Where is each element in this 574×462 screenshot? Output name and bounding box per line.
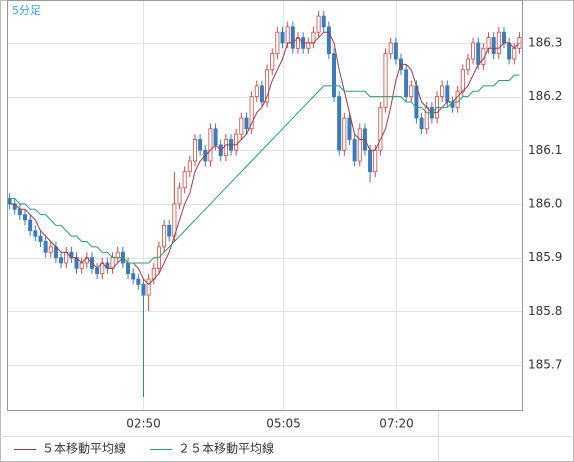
candle-body: [507, 42, 512, 60]
candle-body: [223, 139, 228, 157]
candle-body: [409, 85, 414, 97]
y-tick-label: 185.9: [528, 250, 562, 264]
candle-body: [23, 214, 28, 221]
candle-body: [347, 117, 352, 140]
x-tick-label: 05:05: [266, 417, 301, 431]
candle-body: [378, 106, 383, 151]
candle-body: [79, 262, 84, 269]
candle-body: [368, 149, 373, 173]
candle-body: [167, 224, 172, 237]
candle-body: [383, 53, 388, 108]
candle-body: [213, 128, 218, 146]
candle-body: [316, 15, 321, 33]
candle-body: [465, 58, 470, 71]
candle-body: [471, 42, 476, 60]
candle-body: [192, 139, 197, 162]
moving-average-line: [9, 31, 520, 286]
candle-body: [332, 53, 337, 97]
candle-body: [424, 106, 429, 130]
candle-body: [59, 257, 64, 264]
candle-body: [321, 15, 326, 28]
candle-body: [270, 53, 275, 71]
candle-body: [131, 273, 136, 280]
candle-body: [306, 42, 311, 49]
moving-average-line: [9, 74, 520, 264]
candle-body: [177, 187, 182, 205]
chart-title: 5分足: [12, 4, 41, 17]
candle-body: [393, 42, 398, 60]
candle-body: [280, 31, 285, 44]
candle-body: [244, 117, 249, 130]
candle-body: [440, 85, 445, 97]
candle-body: [388, 42, 393, 55]
candle-body: [38, 235, 43, 242]
candle-body: [501, 31, 506, 44]
candle-body: [136, 278, 141, 285]
candle-body: [326, 26, 331, 55]
candle-body: [357, 128, 362, 162]
y-tick-label: 186.3: [528, 35, 562, 49]
y-tick-label: 186.0: [528, 196, 562, 210]
candle-body: [460, 69, 465, 92]
candle-body: [455, 90, 460, 108]
candle-body: [198, 139, 203, 151]
candle-body: [491, 37, 496, 55]
y-tick-label: 185.8: [528, 304, 562, 318]
candle-body: [275, 31, 280, 55]
candle-body: [476, 42, 481, 65]
candle-body: [234, 133, 239, 151]
candle-body: [445, 85, 450, 103]
candle-body: [141, 284, 146, 296]
candle-body: [28, 219, 33, 232]
candle-body: [187, 160, 192, 173]
candle-body: [285, 26, 290, 44]
candle-body: [33, 230, 38, 237]
y-tick-label: 186.2: [528, 89, 562, 103]
candle-body: [259, 85, 264, 103]
candle-body: [496, 31, 501, 55]
x-tick-label: 02:50: [126, 417, 161, 431]
candle-body: [337, 96, 342, 151]
candle-body: [239, 117, 244, 135]
candle-body: [17, 208, 22, 216]
candle-body: [404, 69, 409, 97]
plot-frame: [7, 0, 523, 411]
candle-body: [342, 117, 347, 151]
candle-body: [265, 69, 270, 103]
candle-body: [7, 198, 12, 205]
candle-body: [249, 96, 254, 130]
candle-body: [126, 262, 131, 275]
y-tick-label: 185.7: [528, 357, 562, 371]
candle-body: [290, 26, 295, 49]
candle-body: [486, 37, 491, 49]
candle-body: [373, 149, 378, 173]
candle-body: [48, 246, 53, 253]
legend-label: ２５本移動平均線: [178, 441, 274, 456]
legend-label: ５本移動平均線: [42, 441, 126, 456]
x-tick-label: 07:20: [379, 417, 414, 431]
y-tick-label: 186.1: [528, 143, 562, 157]
candle-body: [95, 267, 100, 275]
candle-body: [419, 117, 424, 130]
marks: [7, 10, 522, 398]
candle-body: [512, 47, 517, 60]
candle-body: [43, 241, 48, 253]
candle-body: [352, 139, 357, 162]
candle-body: [162, 224, 167, 248]
candle-body: [208, 128, 213, 162]
candle-body: [146, 278, 151, 296]
candle-body: [254, 85, 259, 97]
candle-body: [182, 171, 187, 189]
candle-body: [115, 251, 120, 258]
